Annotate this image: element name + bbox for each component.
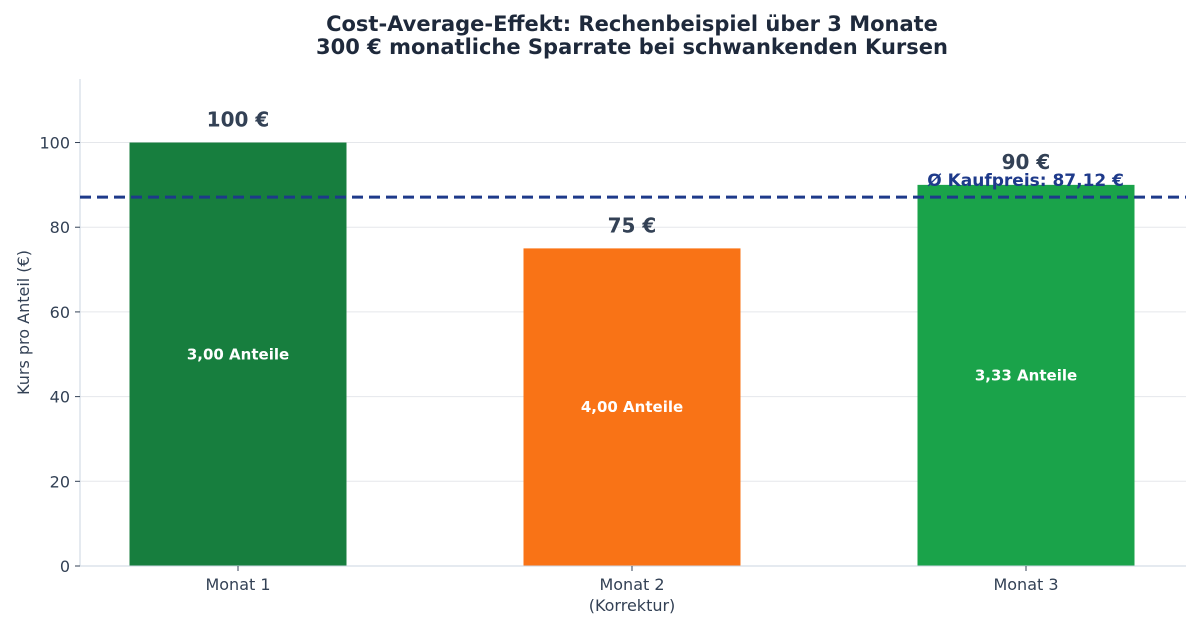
x-tick-label: (Korrektur)	[589, 596, 676, 615]
chart-title-line-1: Cost-Average-Effekt: Rechenbeispiel über…	[326, 12, 938, 36]
y-tick-label: 80	[50, 218, 70, 237]
x-tick-label: Monat 3	[993, 575, 1058, 594]
y-tick-label: 40	[50, 388, 70, 407]
y-tick-label: 60	[50, 303, 70, 322]
bars-group	[129, 142, 1135, 567]
axes-group: 0 20 40 60 80 100 Monat 1 Monat 2 (Korrektur) Mon…	[39, 79, 1186, 615]
y-tick-label: 20	[50, 472, 70, 491]
bar	[129, 142, 347, 567]
chart-title-line-2: 300 € monatliche Sparrate bei schwankend…	[316, 35, 948, 59]
bar-shares-label: 3,33 Anteile	[975, 366, 1077, 384]
bar-shares-label: 4,00 Anteile	[581, 398, 683, 416]
labels-group: 100 € 3,00 Anteile 75 € 4,00 Anteile 90 € 3,3…	[187, 108, 1124, 417]
bar-shares-label: 3,00 Anteile	[187, 345, 289, 363]
bar	[917, 184, 1135, 566]
y-axis-label: Kurs pro Anteil (€)	[14, 250, 33, 395]
bar-value-label: 90 €	[1002, 150, 1051, 174]
x-tick-label: Monat 1	[205, 575, 270, 594]
average-price-label: Ø Kaufpreis: 87,12 €	[927, 171, 1124, 191]
bar-value-label: 100 €	[207, 108, 270, 132]
bar-value-label: 75 €	[608, 213, 657, 237]
y-tick-label: 0	[60, 557, 70, 576]
y-tick-label: 100	[39, 134, 70, 153]
bar	[523, 248, 741, 567]
x-tick-label: Monat 2	[599, 575, 664, 594]
